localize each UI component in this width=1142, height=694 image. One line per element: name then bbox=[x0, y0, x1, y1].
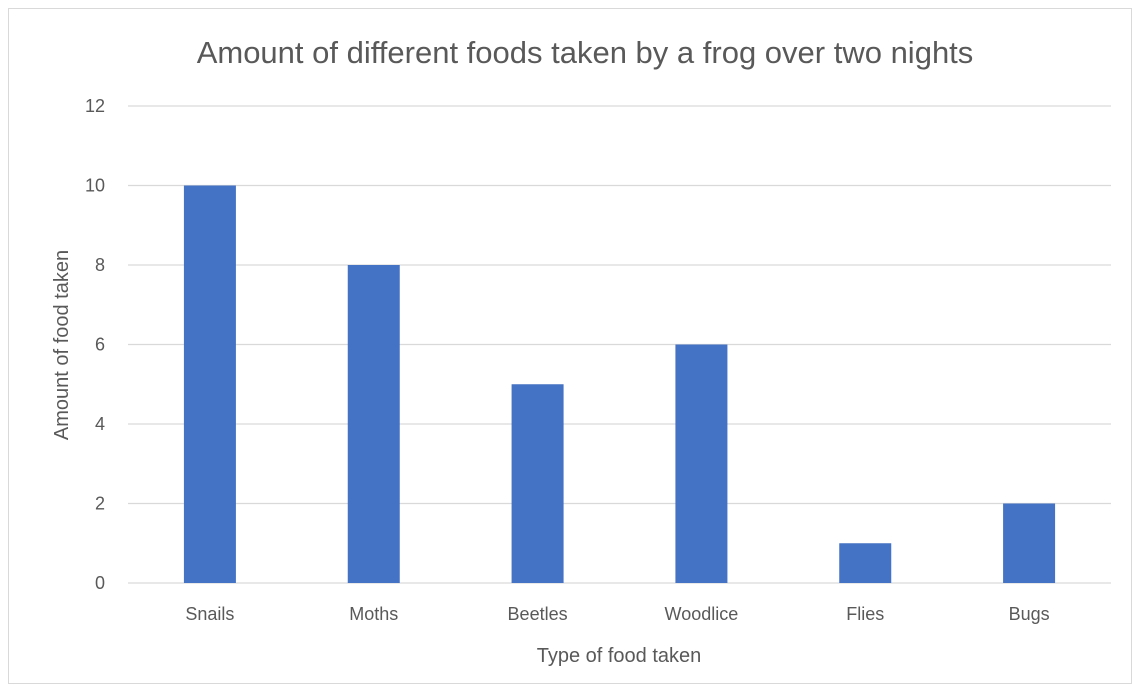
x-tick-label: Flies bbox=[846, 604, 884, 624]
x-tick-label: Bugs bbox=[1009, 604, 1050, 624]
bar-moths bbox=[348, 265, 400, 583]
bar-beetles bbox=[512, 384, 564, 583]
y-tick-label: 10 bbox=[85, 176, 105, 196]
x-axis-label: Type of food taken bbox=[537, 645, 702, 667]
bar-flies bbox=[839, 543, 891, 583]
y-tick-label: 12 bbox=[85, 96, 105, 116]
x-tick-label: Snails bbox=[185, 604, 234, 624]
chart-title: Amount of different foods taken by a fro… bbox=[197, 35, 974, 70]
x-tick-label: Woodlice bbox=[665, 604, 739, 624]
bars bbox=[184, 186, 1055, 584]
bar-woodlice bbox=[675, 345, 727, 584]
gridlines bbox=[128, 106, 1111, 583]
y-tick-label: 4 bbox=[95, 414, 105, 434]
x-axis-ticks: Snails Moths Beetles Woodlice Flies Bugs bbox=[185, 604, 1049, 624]
y-axis-label: Amount of food taken bbox=[51, 250, 73, 440]
y-tick-label: 0 bbox=[95, 573, 105, 593]
y-tick-label: 8 bbox=[95, 255, 105, 275]
x-tick-label: Moths bbox=[349, 604, 398, 624]
y-tick-label: 6 bbox=[95, 335, 105, 355]
y-axis-ticks: 0 2 4 6 8 10 12 bbox=[85, 96, 105, 593]
x-tick-label: Beetles bbox=[508, 604, 568, 624]
y-tick-label: 2 bbox=[95, 494, 105, 514]
bar-snails bbox=[184, 186, 236, 584]
bar-bugs bbox=[1003, 504, 1055, 584]
